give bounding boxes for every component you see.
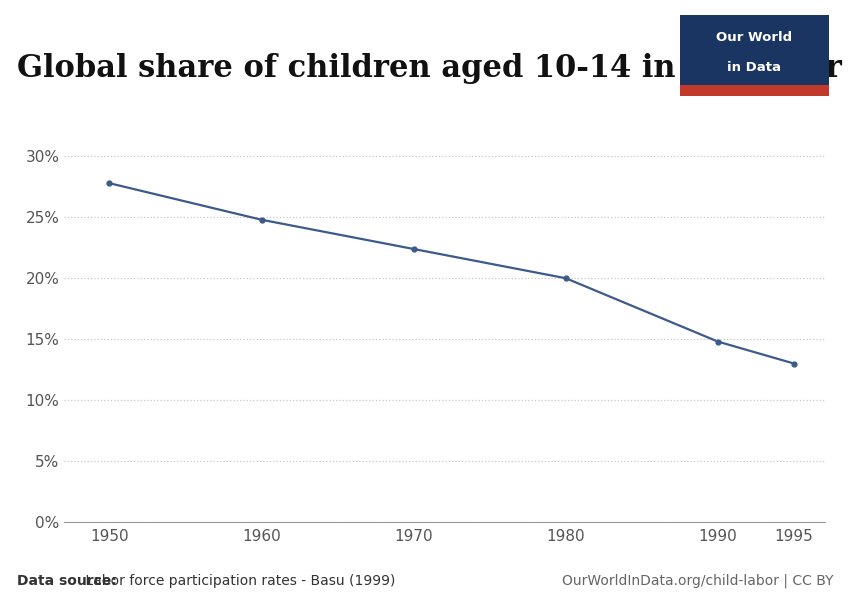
Text: OurWorldInData.org/child-labor | CC BY: OurWorldInData.org/child-labor | CC BY <box>562 574 833 589</box>
Text: Global share of children aged 10-14 in the labor force: Global share of children aged 10-14 in t… <box>17 53 850 84</box>
Text: Our World: Our World <box>717 31 792 44</box>
Text: Labor force participation rates - Basu (1999): Labor force participation rates - Basu (… <box>81 574 395 588</box>
Text: Data source:: Data source: <box>17 574 116 588</box>
Text: in Data: in Data <box>728 61 781 74</box>
